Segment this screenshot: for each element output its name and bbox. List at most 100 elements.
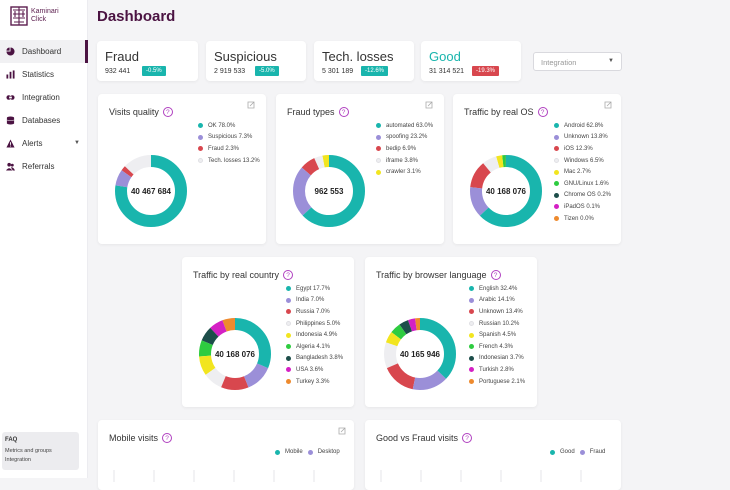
external-link-icon[interactable] [604,101,612,109]
legend-item[interactable]: Fraud 2.3% [198,143,260,155]
legend-label: Algeria 4.1% [296,343,331,350]
legend-dot [286,367,291,373]
legend-label: Portuguese 2.1% [479,378,526,385]
legend-dot [554,146,559,152]
legend-label: crawler 3.1% [386,169,421,176]
legend-dot [286,332,291,338]
help-icon[interactable]: ? [537,107,548,117]
legend-item[interactable]: French 4.3% [469,341,525,353]
chart-title: Traffic by browser language [376,270,487,280]
legend-item[interactable]: iframe 3.8% [376,155,433,167]
legend-dot [554,158,559,164]
donut-slice[interactable] [115,155,187,227]
integration-select[interactable]: Integration ▼ [533,52,622,71]
donut-slice[interactable] [199,318,271,390]
logo[interactable]: Kaminari Click [10,6,59,26]
kpi-badge: -5.0% [255,66,279,76]
legend-label: French 4.3% [479,343,514,350]
legend-item[interactable]: India 7.0% [286,295,343,307]
legend-item[interactable]: Russia 7.0% [286,306,343,318]
legend-item[interactable]: Indonesian 3.7% [469,353,525,365]
legend-item[interactable]: Tech. losses 13.2% [198,155,260,167]
legend-dot [275,449,280,455]
legend-item[interactable]: Portuguese 2.1% [469,376,525,388]
external-link-icon[interactable] [338,427,346,435]
help-icon[interactable]: ? [338,107,349,117]
legend-item[interactable]: Android 62.8% [554,120,611,132]
donut-center-value: 962 553 [315,187,344,196]
donut-slice[interactable] [199,318,271,390]
legend-item[interactable]: crawler 3.1% [376,166,433,178]
legend-item[interactable]: automated 63.0% [376,120,433,132]
legend-item[interactable]: spoofing 23.2% [376,132,433,144]
help-icon[interactable]: ? [462,433,473,443]
legend-item[interactable]: Turkish 2.8% [469,364,525,376]
legend-item[interactable]: Egypt 17.7% [286,283,343,295]
legend-item[interactable]: GNU/Linux 1.6% [554,178,611,190]
kpi-badge: -19.3% [472,66,500,76]
help-icon[interactable]: ? [162,107,173,117]
chevron-down-icon[interactable]: ▼ [74,140,80,146]
chart-title: Visits quality [109,107,159,117]
faq-link-metrics[interactable]: Metrics and groups [5,448,52,454]
external-link-icon[interactable] [247,101,255,109]
external-link-icon[interactable] [425,101,433,109]
legend-item[interactable]: Chrome OS 0.2% [554,190,611,202]
sidebar-item-dashboard[interactable]: Dashboard [0,40,88,63]
kpi-title: Good [429,49,461,64]
legend-item[interactable]: Tizen 0.0% [554,213,611,225]
sidebar-item-databases[interactable]: Databases [0,109,88,132]
help-icon[interactable]: ? [283,270,294,280]
legend-label: Philippines 5.0% [296,320,341,327]
legend-item[interactable]: OK 78.0% [198,120,260,132]
legend-item[interactable]: Bangladesh 3.8% [286,353,343,365]
chart-card-mobile-visits: Mobile visits? Mobile Desktop [98,420,354,490]
help-icon[interactable]: ? [162,433,173,443]
legend-item[interactable]: Suspicious 7.3% [198,132,260,144]
donut-slice[interactable] [470,155,542,227]
legend-item[interactable]: Windows 6.5% [554,155,611,167]
chart-gridlines [380,470,582,482]
faq-link-integration[interactable]: Integration [5,457,31,463]
sidebar-item-label: Databases [22,116,61,125]
help-icon[interactable]: ? [490,270,501,280]
chart-title: Mobile visits [109,433,159,443]
legend-label: Mac 2.7% [564,169,591,176]
legend-item[interactable]: Unknown 13.4% [469,306,525,318]
legend-item[interactable]: Spanish 4.5% [469,329,525,341]
legend-item[interactable]: Philippines 5.0% [286,318,343,330]
sidebar-item-referrals[interactable]: Referrals [0,155,88,178]
legend-item[interactable]: iOS 12.3% [554,143,611,155]
legend-item[interactable]: bedip 6.9% [376,143,433,155]
legend-dot [286,297,291,303]
sidebar-item-alerts[interactable]: Alerts ▼ [0,132,88,155]
legend-item[interactable]: iPadOS 0.1% [554,201,611,213]
donut-slice[interactable] [470,155,542,227]
donut-slice[interactable] [199,318,271,390]
legend-dot [198,146,203,152]
chart-title: Traffic by real country [193,270,280,280]
legend-item[interactable]: USA 3.6% [286,364,343,376]
legend-item[interactable]: Mac 2.7% [554,166,611,178]
sidebar-item-label: Alerts [22,139,43,148]
donut-slice[interactable] [384,318,456,390]
donut-slice[interactable] [384,318,456,390]
legend-label: bedip 6.9% [386,145,417,152]
donut-slice[interactable] [293,155,365,227]
legend-item[interactable]: English 32.4% [469,283,525,295]
legend-item[interactable]: Russian 10.2% [469,318,525,330]
legend-item[interactable]: Turkey 3.3% [286,376,343,388]
sidebar-item-integration[interactable]: Integration [0,86,88,109]
legend-label: Fraud [589,449,606,455]
legend-item[interactable]: Indonesia 4.9% [286,329,343,341]
legend-item[interactable]: Algeria 4.1% [286,341,343,353]
sidebar-item-statistics[interactable]: Statistics [0,63,88,86]
donut-slice[interactable] [293,155,365,227]
donut-slice[interactable] [384,318,456,390]
legend-label: GNU/Linux 1.6% [564,180,609,187]
legend-label: Unknown 13.8% [564,134,608,141]
legend-label: India 7.0% [296,297,325,304]
legend-item[interactable]: Arabic 14.1% [469,295,525,307]
legend-dot [198,123,203,129]
legend-item[interactable]: Unknown 13.8% [554,132,611,144]
